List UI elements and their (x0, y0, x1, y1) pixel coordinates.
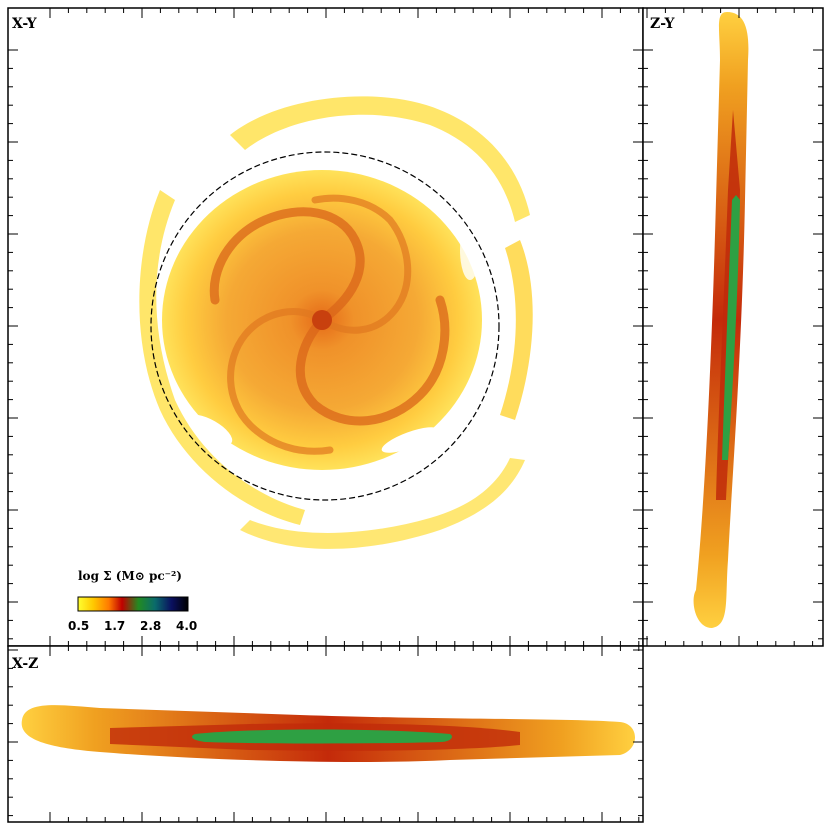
outer-arm-right (500, 240, 533, 420)
colorbar: log Σ (M⊙ pc⁻²) 0.5 1.7 2.8 4.0 (68, 569, 197, 633)
spiral-arm-3 (311, 194, 412, 334)
outer-arm-top (230, 96, 530, 222)
panel-label-xz: X-Z (12, 656, 38, 672)
zy-core (722, 195, 740, 460)
gap-right (460, 220, 480, 280)
colorbar-tick-label: 2.8 (140, 619, 161, 633)
galactic-center (312, 310, 332, 330)
panel-label-zy: Z-Y (650, 16, 675, 32)
colorbar-title: log Σ (M⊙ pc⁻²) (78, 569, 182, 583)
gap-lower-left (187, 414, 233, 446)
outer-arm-left (139, 190, 305, 525)
xy-disk (139, 96, 533, 549)
xz-disk (21, 705, 635, 763)
reference-circle (150, 151, 500, 501)
panel-label-xy: X-Y (12, 16, 38, 32)
colorbar-tick-label: 4.0 (176, 619, 197, 633)
spiral-arm-4 (227, 308, 334, 455)
colorbar-gradient (77, 596, 189, 612)
gap-lower-right (381, 427, 439, 453)
spiral-arm-1 (209, 207, 365, 325)
outer-arm-bottom (240, 458, 525, 549)
colorbar-tick-label: 1.7 (104, 619, 125, 633)
zy-disk (693, 12, 749, 628)
xz-core (192, 729, 452, 744)
axis-ticks (8, 8, 823, 822)
spiral-arm-2 (295, 295, 450, 426)
colorbar-tick-label: 0.5 (68, 619, 89, 633)
